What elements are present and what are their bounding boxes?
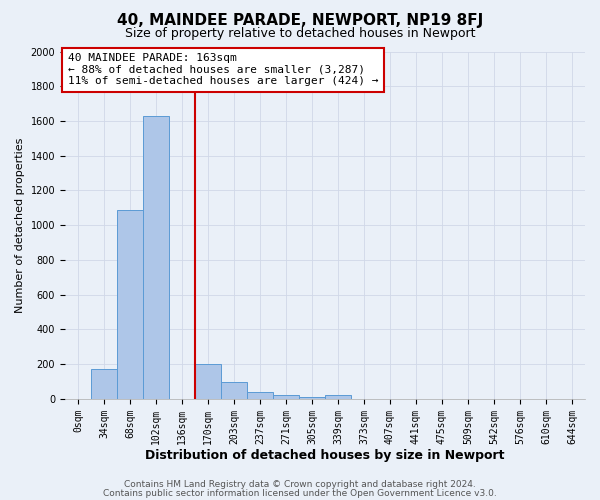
Bar [247,392,273,399]
Text: 40, MAINDEE PARADE, NEWPORT, NP19 8FJ: 40, MAINDEE PARADE, NEWPORT, NP19 8FJ [117,12,483,28]
Bar [143,116,169,399]
Bar [91,370,117,399]
Text: Contains public sector information licensed under the Open Government Licence v3: Contains public sector information licen… [103,488,497,498]
Bar [195,364,221,399]
Bar [117,210,143,399]
Bar [273,396,299,399]
Y-axis label: Number of detached properties: Number of detached properties [15,138,25,313]
Bar [299,397,325,399]
Text: Contains HM Land Registry data © Crown copyright and database right 2024.: Contains HM Land Registry data © Crown c… [124,480,476,489]
Text: 40 MAINDEE PARADE: 163sqm
← 88% of detached houses are smaller (3,287)
11% of se: 40 MAINDEE PARADE: 163sqm ← 88% of detac… [68,53,378,86]
Text: Size of property relative to detached houses in Newport: Size of property relative to detached ho… [125,28,475,40]
Bar [325,396,351,399]
Bar [221,382,247,399]
X-axis label: Distribution of detached houses by size in Newport: Distribution of detached houses by size … [145,450,505,462]
